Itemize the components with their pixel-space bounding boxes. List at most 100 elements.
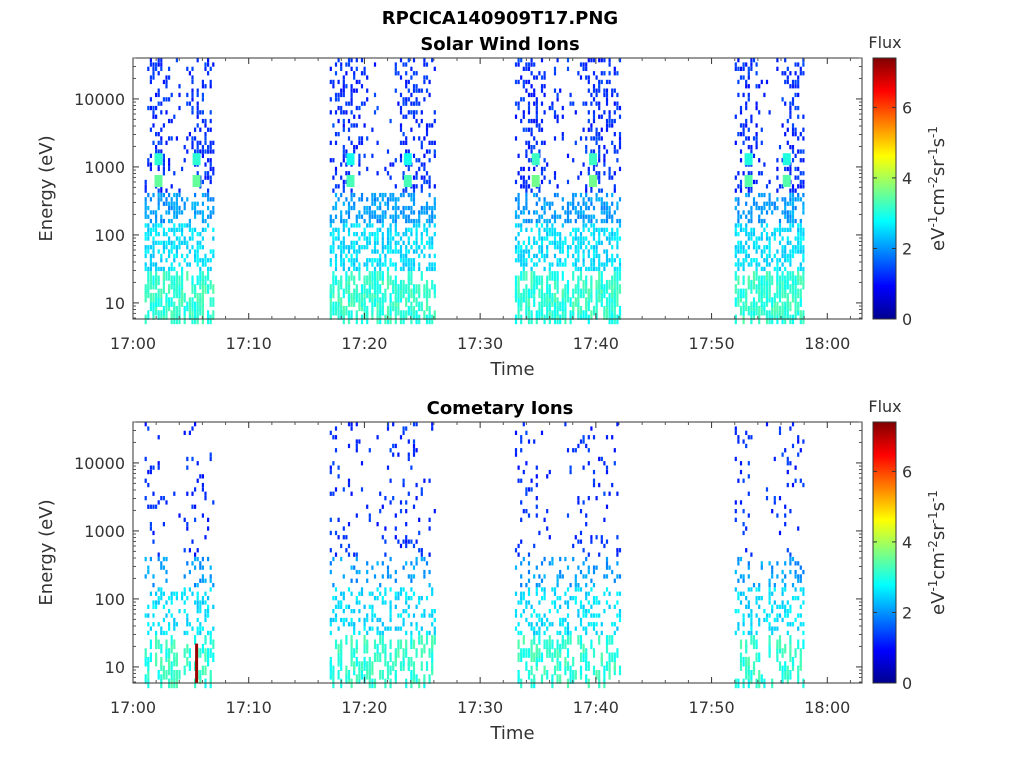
flux-cell	[149, 153, 152, 158]
flux-cell	[778, 275, 782, 286]
flux-cell	[527, 175, 531, 180]
flux-cell	[611, 245, 614, 250]
flux-cell	[533, 253, 536, 259]
flux-cell	[212, 236, 215, 241]
flux-cell	[181, 288, 184, 299]
flux-cell	[551, 240, 554, 245]
flux-cell	[165, 569, 168, 575]
flux-cell	[168, 66, 171, 71]
flux-cell	[376, 105, 379, 111]
flux-cell	[360, 284, 364, 294]
flux-cell	[771, 210, 774, 215]
flux-cell	[600, 201, 603, 206]
flux-cell	[334, 262, 338, 267]
flux-cell	[605, 118, 609, 124]
flux-cell	[376, 310, 379, 320]
flux-cell	[355, 258, 358, 263]
colorbar-label: eV-1cm-2sr-1s-1	[926, 126, 949, 251]
flux-cell	[376, 561, 379, 566]
flux-cell	[538, 630, 541, 636]
flux-cell	[527, 110, 531, 115]
flux-cell	[433, 214, 436, 219]
flux-cell	[734, 232, 737, 237]
axes-frame	[132, 421, 863, 684]
flux-cell	[350, 92, 353, 98]
flux-cell	[771, 626, 774, 631]
flux-cell	[191, 310, 194, 320]
flux-cell	[334, 97, 338, 102]
flux-cell	[574, 596, 577, 601]
flux-cell	[194, 192, 197, 198]
flux-cell	[397, 101, 400, 106]
flux-cell	[742, 630, 745, 636]
flux-cell	[381, 218, 384, 224]
flux-cell	[538, 149, 541, 154]
flux-cell	[431, 240, 434, 245]
flux-cell	[358, 245, 361, 250]
flux-cell	[613, 258, 616, 263]
flux-cell	[386, 171, 390, 176]
flux-cell	[207, 127, 210, 132]
flux-cell	[559, 232, 562, 237]
flux-cell	[569, 635, 572, 645]
flux-cell	[371, 262, 374, 267]
flux-cell	[407, 604, 410, 609]
flux-cell	[204, 491, 207, 496]
flux-cell	[546, 617, 549, 623]
flux-cell	[530, 58, 533, 63]
flux-cell	[739, 214, 743, 219]
flux-cell	[742, 578, 745, 583]
flux-cell	[556, 97, 559, 102]
flux-cell	[428, 240, 431, 245]
flux-cell	[745, 62, 748, 67]
flux-cell	[760, 275, 763, 286]
flux-cell	[412, 192, 416, 198]
flux-cell	[405, 539, 408, 544]
flux-cell	[781, 210, 784, 215]
flux-cell	[204, 535, 207, 540]
flux-cell	[360, 587, 364, 592]
flux-cell	[402, 609, 405, 614]
flux-cell	[363, 101, 366, 106]
flux-cell	[778, 604, 782, 609]
flux-cell	[332, 188, 335, 193]
flux-cell	[407, 266, 410, 272]
flux-cell	[337, 465, 340, 470]
flux-cell	[768, 635, 771, 645]
flux-cell	[527, 600, 531, 605]
flux-cell	[768, 271, 771, 281]
flux-cell	[522, 591, 525, 596]
flux-cell	[538, 648, 541, 658]
flux-cell	[600, 630, 603, 636]
flux-cell	[431, 609, 434, 614]
flux-cell	[592, 569, 596, 575]
flux-cell	[162, 604, 165, 609]
flux-cell	[376, 171, 379, 176]
flux-cell	[577, 500, 580, 505]
flux-cell	[412, 670, 416, 680]
flux-cell	[527, 648, 531, 658]
flux-cell	[551, 214, 554, 219]
flux-cell	[765, 284, 769, 294]
flux-cell	[773, 201, 776, 206]
flux-cell	[420, 188, 423, 193]
flux-cell	[191, 626, 194, 631]
flux-cell	[522, 240, 525, 245]
flux-cell	[392, 422, 395, 427]
flux-cell	[425, 75, 429, 80]
colorbar-label-unit: sr	[928, 523, 949, 540]
flux-cell	[616, 158, 619, 163]
flux-cell	[569, 210, 572, 215]
flux-cell	[587, 75, 590, 80]
flux-cell	[750, 630, 753, 636]
flux-cell	[405, 596, 408, 601]
flux-cell	[207, 62, 210, 67]
flux-cell	[397, 292, 400, 303]
flux-cell	[553, 253, 557, 259]
flux-cell	[781, 97, 784, 102]
flux-cell	[525, 197, 528, 202]
flux-cell	[415, 71, 418, 76]
flux-cell	[194, 214, 197, 219]
flux-cell	[579, 266, 583, 272]
flux-cell	[745, 249, 748, 254]
